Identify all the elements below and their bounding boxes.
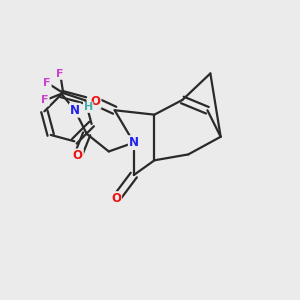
Text: H: H [83,102,93,112]
Text: F: F [56,69,64,79]
Text: N: N [70,104,80,117]
Text: F: F [43,78,51,88]
Text: O: O [111,192,121,205]
Text: O: O [73,149,83,162]
Text: N: N [129,136,139,149]
Text: O: O [91,95,100,108]
Text: F: F [41,95,49,105]
